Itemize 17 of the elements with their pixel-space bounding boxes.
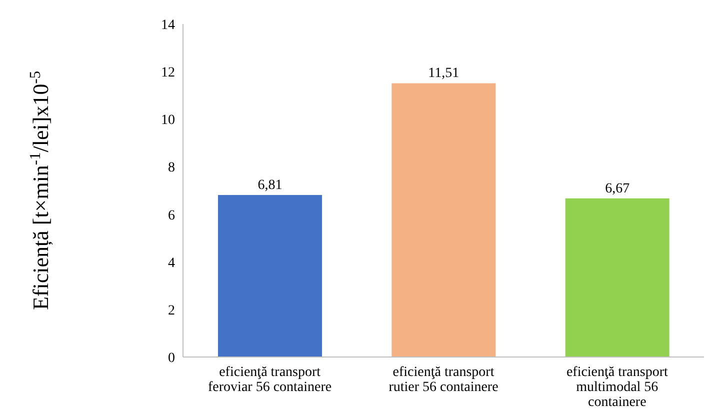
y-tick-label: 10: [161, 113, 175, 128]
bar: [565, 198, 670, 357]
bar: [392, 83, 496, 357]
y-tick-label: 12: [161, 66, 175, 81]
y-tick-label: 4: [168, 256, 175, 271]
data-label: 6,81: [258, 178, 282, 194]
y-tick-label: 14: [161, 18, 175, 33]
bar: [218, 195, 322, 357]
y-tick-label: 8: [168, 160, 175, 176]
x-tick-label: eficienţă transport multimodal 56 containere: [566, 365, 668, 410]
y-tick-label: 2: [168, 303, 175, 318]
x-tick-label: eficienţă transport rutier 56 containere: [388, 365, 498, 395]
y-tick-label: 0: [168, 350, 175, 366]
data-label: 11,51: [428, 66, 460, 82]
x-tick-label: eficienţă transport feroviar 56 containere: [208, 365, 332, 395]
data-label: 6,67: [605, 181, 630, 196]
y-tick-label: 6: [168, 208, 175, 224]
